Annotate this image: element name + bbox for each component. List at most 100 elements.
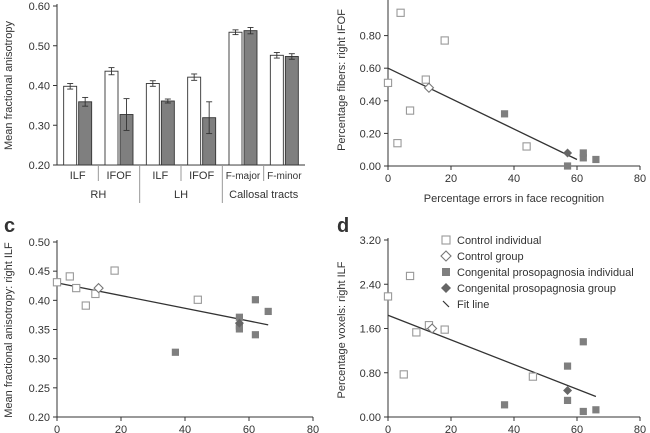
- x-tick-label: 20: [445, 173, 457, 185]
- legend-marker-open-diamond: [440, 250, 452, 262]
- x-tick-label: 80: [634, 173, 646, 185]
- group-label: RH: [90, 189, 106, 201]
- point-cp-individual: [592, 406, 600, 414]
- y-tick-label: 0.30: [29, 354, 50, 366]
- point-cp-individual: [579, 154, 587, 162]
- y-axis-title: Mean fractional anisotropy: right ILF: [3, 242, 15, 418]
- y-tick-label: 2.40: [360, 279, 381, 291]
- category-label: IFOF: [189, 170, 214, 182]
- point-cp-individual: [579, 407, 587, 416]
- point-control-individual: [405, 271, 415, 281]
- legend-label: Congenital prosopagnosia individual: [457, 267, 634, 279]
- bar: [78, 101, 93, 166]
- x-tick-label: 60: [571, 424, 583, 433]
- legend-label: Congenital prosopagnosia group: [457, 283, 616, 295]
- point-control-individual: [522, 142, 531, 151]
- panel-c-scatter-chart: 0.20 0.25 0.30 0.35 0.40 0.45 0.50 0 20 40 60 80 Mea…: [3, 237, 319, 433]
- point-control-individual: [528, 372, 538, 381]
- point-cp-individual: [500, 110, 509, 118]
- legend-marker-open-square: [441, 235, 451, 245]
- y-tick-label: 0.60: [360, 63, 381, 75]
- point-cp-individual: [264, 307, 272, 316]
- y-tick-label: 0.80: [360, 368, 381, 380]
- point-control-individual: [81, 301, 90, 310]
- x-tick-label: 80: [307, 424, 319, 433]
- point-control-individual: [399, 370, 408, 379]
- category-label: IFOF: [106, 170, 131, 182]
- bar: [284, 56, 299, 166]
- bar: [243, 30, 258, 166]
- point-control-individual: [383, 78, 393, 88]
- point-control-individual: [65, 272, 74, 281]
- point-cp-group: [234, 318, 244, 328]
- point-control-individual: [193, 295, 202, 304]
- point-control-individual: [72, 283, 81, 293]
- point-cp-individual: [251, 296, 259, 304]
- point-control-group: [423, 82, 435, 94]
- point-control-individual: [52, 278, 62, 287]
- point-control-individual: [91, 289, 100, 299]
- y-axis-title: Percentage fibers: right IFOF: [336, 9, 348, 151]
- x-tick-label: 0: [385, 424, 391, 433]
- y-tick-label: 0.40: [29, 81, 50, 93]
- y-tick-label: 0.50: [29, 41, 50, 53]
- fit-line: [387, 314, 597, 398]
- legend-item-cp-group: Congenital prosopagnosia group: [441, 283, 616, 295]
- point-control-group: [426, 323, 438, 334]
- x-tick-label: 20: [445, 424, 457, 433]
- point-control-individual: [440, 325, 449, 334]
- y-tick-label: 0.30: [29, 120, 50, 132]
- group-label: Callosal tracts: [229, 189, 299, 201]
- y-tick-label: 0.60: [29, 1, 50, 13]
- category-label: ILF: [152, 170, 168, 182]
- x-tick-label: 40: [179, 424, 191, 433]
- group-label: LH: [174, 189, 188, 201]
- point-cp-individual: [235, 325, 243, 333]
- y-tick-label: 0.40: [360, 96, 381, 108]
- y-axis-title: Mean fractional anisotropy: [3, 20, 15, 150]
- y-tick-label: 0.00: [360, 412, 381, 424]
- y-axis-title: Percentage voxels: right ILF: [336, 261, 348, 398]
- x-tick-label: 40: [508, 424, 520, 433]
- category-label: F-major: [226, 171, 261, 182]
- panel-d-scatter-chart: 0.00 0.80 1.60 2.40 3.20 0 20 40 60 80 Percentage …: [336, 235, 646, 433]
- bar: [145, 83, 160, 166]
- y-tick-label: 0.35: [29, 325, 50, 337]
- bar: [160, 100, 175, 166]
- y-tick-label: 0.45: [29, 266, 50, 278]
- y-tick-label: 0.20: [29, 160, 50, 172]
- y-tick-label: 0.20: [360, 128, 381, 140]
- point-control-individual: [405, 106, 415, 115]
- point-cp-individual: [500, 401, 509, 409]
- bar: [228, 31, 243, 166]
- legend-marker-slash: [442, 300, 450, 308]
- x-tick-label: 60: [243, 424, 255, 433]
- point-control-group: [93, 282, 104, 294]
- bar: [104, 70, 119, 166]
- x-tick-label: 60: [571, 173, 583, 185]
- y-tick-label: 1.60: [360, 324, 381, 336]
- point-control-individual: [393, 139, 402, 148]
- point-cp-individual: [592, 155, 600, 164]
- y-tick-label: 0.00: [360, 161, 381, 173]
- legend-item-control-individual: Control individual: [441, 235, 541, 247]
- point-cp-individual: [235, 313, 243, 321]
- x-tick-label: 80: [634, 424, 646, 433]
- category-label: ILF: [70, 170, 86, 182]
- point-cp-group: [563, 385, 573, 395]
- legend-item-cp-individual: Congenital prosopagnosia individual: [442, 267, 634, 279]
- y-tick-label: 0.25: [29, 383, 50, 395]
- point-control-individual: [396, 8, 405, 17]
- x-tick-label: 20: [115, 424, 127, 433]
- point-cp-individual: [563, 162, 572, 170]
- legend-marker-filled-diamond: [441, 283, 451, 293]
- panel-label-d: d: [337, 215, 349, 237]
- point-control-individual: [421, 75, 430, 84]
- y-tick-label: 0.50: [29, 237, 50, 249]
- y-tick-label: 3.20: [360, 235, 381, 247]
- bar: [63, 85, 78, 166]
- category-label: F-minor: [267, 171, 302, 182]
- point-control-individual: [440, 36, 449, 45]
- x-tick-label: 0: [54, 424, 60, 433]
